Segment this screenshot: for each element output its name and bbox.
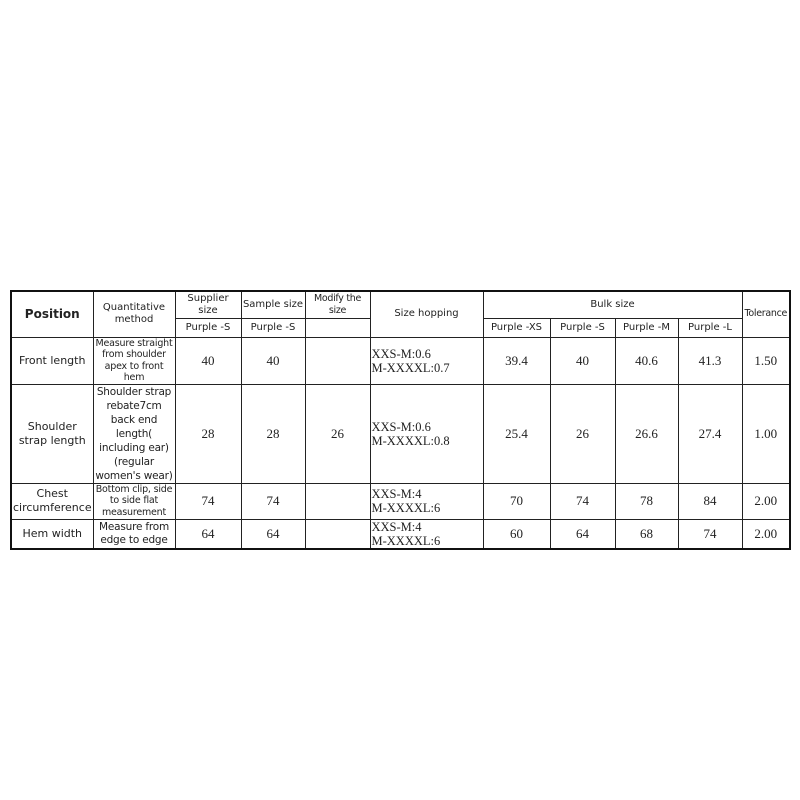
- table-row: Hem width Measure from edge to edge 64 6…: [10, 518, 791, 550]
- header-sample-size: Sample size: [240, 290, 306, 319]
- header-size-hopping: Size hopping: [369, 290, 484, 338]
- hop-line: XXS-M:4: [371, 487, 422, 501]
- cell-bulk-m: 26.6: [614, 383, 679, 484]
- hop-line: XXS-M:4: [371, 519, 422, 534]
- cell-bulk-xs: 60: [482, 518, 551, 550]
- cell-sample: 28: [240, 383, 306, 484]
- header-tolerance: Tolerance: [741, 290, 791, 338]
- cell-bulk-l: 74: [677, 518, 743, 550]
- cell-sample: 74: [240, 482, 306, 520]
- header-method: Quantitative method: [92, 290, 176, 338]
- cell-bulk-xs: 25.4: [482, 383, 551, 484]
- cell-tolerance: 1.50: [741, 336, 791, 385]
- cell-bulk-xs: 39.4: [482, 336, 551, 385]
- cell-bulk-s: 26: [549, 383, 616, 484]
- hop-line: M-XXXXL:0.7: [371, 360, 450, 375]
- cell-size-hopping: XXS-M:4 M-XXXXL:6: [369, 482, 484, 520]
- cell-method: Measure straight from shoulder apex to f…: [92, 336, 176, 385]
- header-bulk-l: Purple -L: [677, 317, 743, 338]
- header-bulk-m: Purple -M: [614, 317, 679, 338]
- header-row: Position Quantitative method Supplier si…: [10, 290, 791, 338]
- cell-position: Hem width: [10, 518, 94, 550]
- table-row: Front length Measure straight from shoul…: [10, 336, 791, 385]
- cell-modify: [304, 518, 371, 550]
- header-bulk-size: Bulk size: [482, 290, 743, 319]
- cell-size-hopping: XXS-M:0.6 M-XXXXL:0.7: [369, 336, 484, 385]
- size-spec-table: Position Quantitative method Supplier si…: [10, 290, 792, 550]
- cell-bulk-l: 41.3: [677, 336, 743, 385]
- cell-tolerance: 2.00: [741, 518, 791, 550]
- cell-bulk-m: 78: [614, 482, 679, 520]
- cell-bulk-s: 74: [549, 482, 616, 520]
- cell-bulk-s: 40: [549, 336, 616, 385]
- cell-position: Chest circumference: [10, 482, 94, 520]
- cell-position: Front length: [10, 336, 94, 385]
- cell-bulk-s: 64: [549, 518, 616, 550]
- hop-line: M-XXXXL:6: [371, 501, 441, 515]
- header-modify-sub: [304, 317, 371, 338]
- cell-sample: 64: [240, 518, 306, 550]
- cell-size-hopping: XXS-M:0.6 M-XXXXL:0.8: [369, 383, 484, 484]
- cell-bulk-l: 27.4: [677, 383, 743, 484]
- header-bulk-s: Purple -S: [549, 317, 616, 338]
- cell-bulk-l: 84: [677, 482, 743, 520]
- table-row: Shoulder strap length Shoulder strap reb…: [10, 383, 791, 484]
- cell-size-hopping: XXS-M:4 M-XXXXL:6: [369, 518, 484, 550]
- cell-modify: [304, 336, 371, 385]
- cell-position: Shoulder strap length: [10, 383, 94, 484]
- cell-supplier: 40: [174, 336, 242, 385]
- hop-line: M-XXXXL:6: [371, 533, 441, 548]
- cell-modify: 26: [304, 383, 371, 484]
- header-supplier-sub: Purple -S: [174, 317, 242, 338]
- hop-line: XXS-M:0.6: [371, 346, 431, 361]
- header-bulk-xs: Purple -XS: [482, 317, 551, 338]
- cell-tolerance: 2.00: [741, 482, 791, 520]
- cell-supplier: 28: [174, 383, 242, 484]
- header-supplier-size: Supplier size: [174, 290, 242, 319]
- cell-supplier: 74: [174, 482, 242, 520]
- hop-line: M-XXXXL:0.8: [371, 433, 450, 448]
- header-position: Position: [10, 290, 94, 338]
- cell-sample: 40: [240, 336, 306, 385]
- header-sample-sub: Purple -S: [240, 317, 306, 338]
- cell-modify: [304, 482, 371, 520]
- cell-tolerance: 1.00: [741, 383, 791, 484]
- cell-method: Shoulder strap rebate7cm back end length…: [92, 383, 176, 484]
- cell-method: Bottom clip, side to side flat measureme…: [92, 482, 176, 520]
- header-modify-size: Modify the size: [304, 290, 371, 319]
- table-row: Chest circumference Bottom clip, side to…: [10, 482, 791, 520]
- cell-bulk-xs: 70: [482, 482, 551, 520]
- cell-supplier: 64: [174, 518, 242, 550]
- cell-method: Measure from edge to edge: [92, 518, 176, 550]
- cell-bulk-m: 68: [614, 518, 679, 550]
- hop-line: XXS-M:0.6: [371, 419, 431, 434]
- cell-bulk-m: 40.6: [614, 336, 679, 385]
